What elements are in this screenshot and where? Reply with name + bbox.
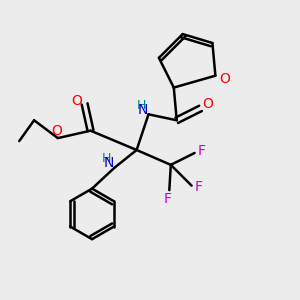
Text: N: N (104, 156, 114, 170)
Text: O: O (219, 72, 230, 86)
Text: O: O (51, 124, 62, 138)
Text: H: H (102, 152, 112, 165)
Text: F: F (198, 145, 206, 158)
Text: F: F (194, 180, 202, 194)
Text: O: O (202, 97, 213, 111)
Text: F: F (164, 192, 172, 206)
Text: O: O (72, 94, 83, 108)
Text: H: H (136, 99, 146, 112)
Text: N: N (138, 103, 148, 117)
